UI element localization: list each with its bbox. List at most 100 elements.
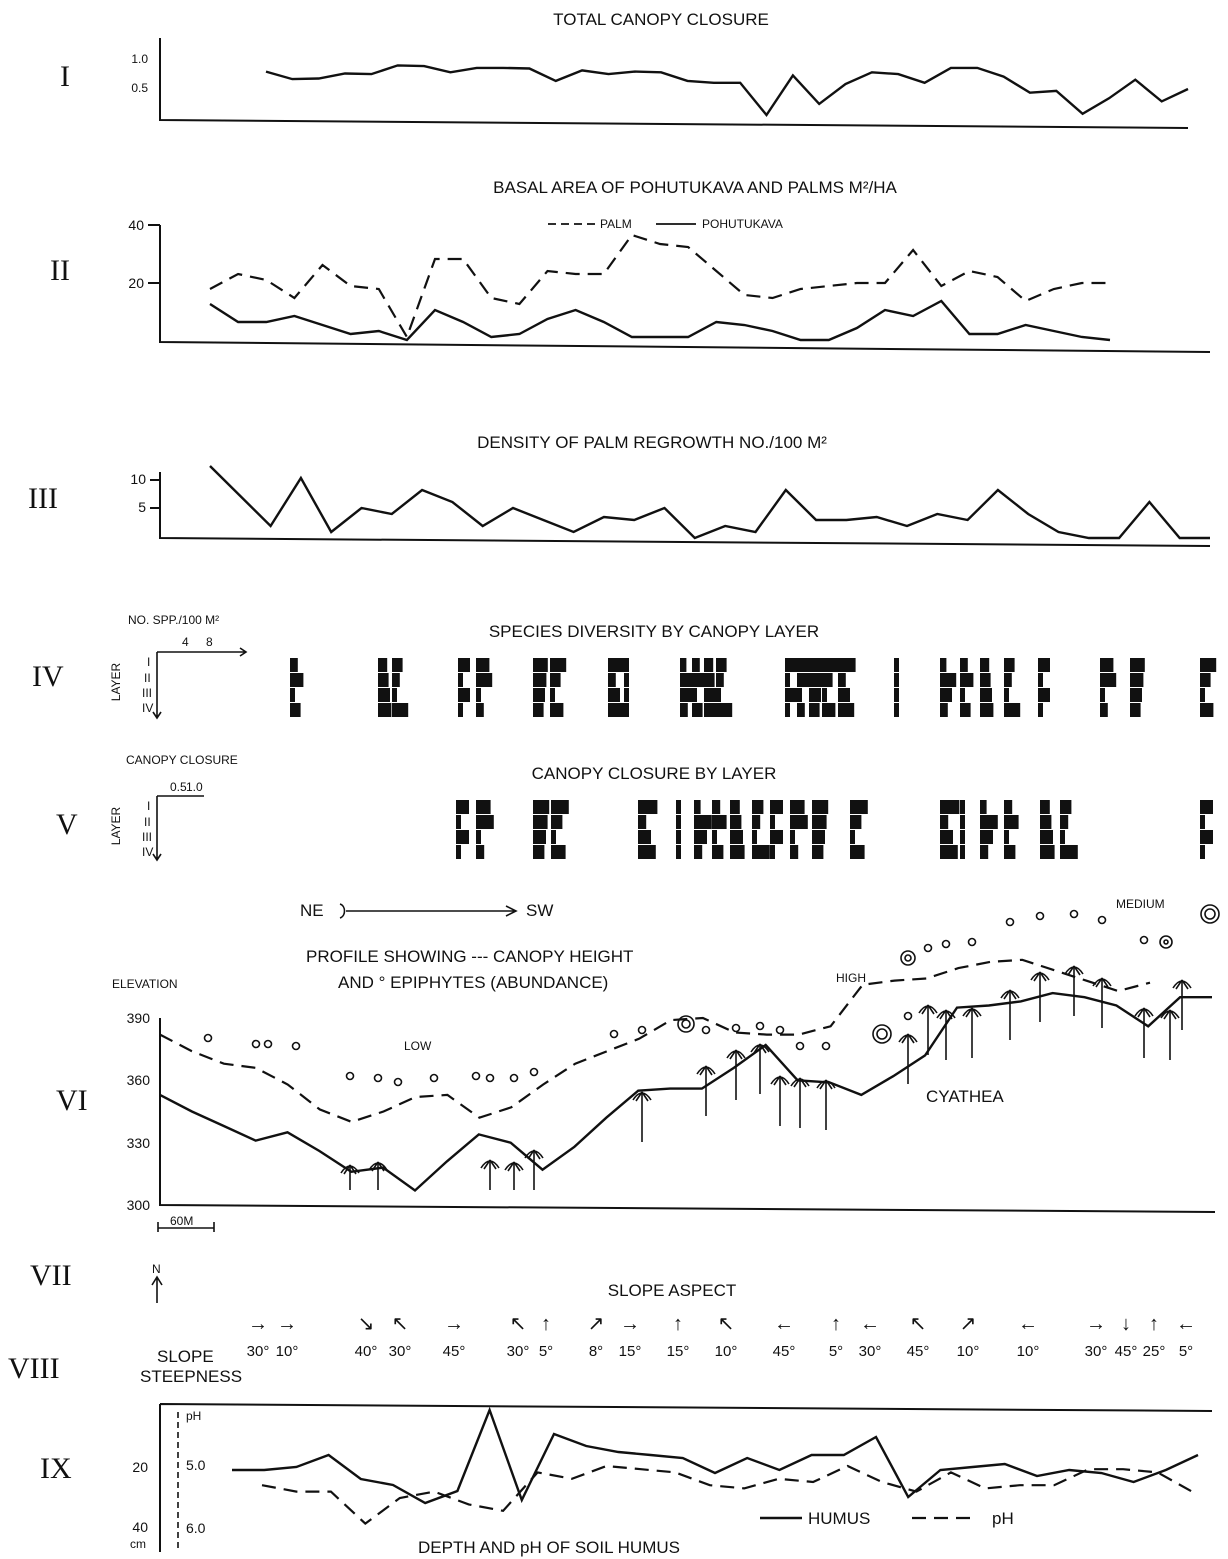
legend-ph-label: pH [992,1509,1014,1528]
profile-title-line2: AND ° EPIPHYTES (ABUNDANCE) [338,973,608,992]
diversity-glyph [838,703,855,717]
profile-title-line1: PROFILE SHOWING --- CANOPY HEIGHT [306,947,633,966]
closure-glyph [638,815,647,829]
elevation-tick: 330 [127,1135,151,1151]
closure-glyph [752,830,757,844]
diversity-glyph [809,658,824,672]
diversity-glyph [785,658,797,672]
epiphyte-marker [509,1073,519,1083]
panel-ii-ytick: 20 [128,275,144,291]
diversity-glyph [716,673,724,687]
diversity-glyph [716,658,727,672]
epiphyte-marker [291,1041,301,1051]
slope-steepness-value: 45° [773,1343,796,1360]
diversity-glyph [533,673,547,687]
diversity-glyph [608,658,626,672]
diversity-glyph [1100,673,1117,687]
ph-tick: 5.0 [186,1457,206,1473]
diversity-glyph [838,658,856,672]
profile-axis [159,1018,1216,1213]
closure-glyph [730,800,740,814]
diversity-glyph [940,658,947,672]
diversity-glyph [980,703,994,717]
diversity-glyph [392,703,409,717]
palm-symbol [1000,989,1020,1000]
diversity-glyph [704,688,716,702]
direction-from: NE [300,901,324,920]
closure-glyph [476,845,485,859]
epiphyte-marker [203,1033,213,1043]
panel-numeral-i: I [60,60,70,93]
panel-numeral-vii: VII [30,1259,72,1292]
diversity-glyph [290,658,298,672]
diversity-glyph [838,673,846,687]
diversity-glyph [960,688,965,702]
diversity-glyph [624,658,629,672]
epiphyte-marker [263,1039,273,1049]
panel-ix: IX 20 40 cm pH 5.0 6.0 HUMUS pH DEPTH AN… [40,1403,1213,1557]
palm-symbol [918,1004,938,1015]
panel-numeral-vi: VI [56,1084,88,1117]
diversity-glyph [704,673,715,687]
diversity-glyph [822,673,833,687]
panel-iv-layer-label: LAYER [109,662,123,701]
closure-glyph [638,830,651,844]
slope-aspect-title: SLOPE ASPECT [608,1281,737,1300]
epiphyte-marker [821,1041,831,1051]
diversity-glyph [608,703,625,717]
depth-tick: 40 [132,1519,148,1535]
panel-iv: IV NO. SPP./100 M² SPECIES DIVERSITY BY … [32,613,1217,720]
slope-steepness-value: 45° [907,1343,930,1360]
diversity-glyph [1130,703,1141,717]
closure-glyph [476,830,481,844]
closure-glyph [456,800,469,814]
diversity-glyph [680,658,687,672]
panel-iii-plot [209,465,1210,540]
panel-v-unit: CANOPY CLOSURE [126,753,238,767]
epiphyte-marker [872,1024,892,1044]
slope-aspect-arrow: → [444,1313,464,1335]
palm-symbol [632,1091,652,1102]
diversity-glyph [822,703,836,717]
closure-glyph [712,845,724,859]
ph-tick: 6.0 [186,1520,206,1536]
palm-symbol [790,1077,810,1088]
diversity-glyph [894,658,899,672]
panel-iv-scale-tick: 8 [206,635,213,649]
diversity-glyph [1200,658,1217,672]
closure-glyph [533,800,550,814]
panel-iv-scale-tick: 4 [182,635,189,649]
slope-aspect-arrow: → [248,1313,268,1335]
panel-i-ytick: 1.0 [131,52,148,66]
panel-v-layer-label: LAYER [109,806,123,845]
epiphyte-marker [345,1071,355,1081]
closure-glyph [712,815,727,829]
closure-glyph [676,845,681,859]
label-low: LOW [404,1039,432,1053]
slope-steepness-value: 15° [619,1343,642,1360]
slope-steepness-value: 30° [247,1343,270,1360]
closure-glyph [960,845,965,859]
closure-glyph [1004,845,1016,859]
palm-symbol [816,1079,836,1090]
slope-steepness-value: 45° [443,1343,466,1360]
palm-symbol [524,1149,544,1160]
palm-symbol [1092,977,1112,988]
closure-glyph [456,830,469,844]
panel-ix-title: DEPTH AND pH OF SOIL HUMUS [418,1538,680,1557]
diversity-glyph [822,658,839,672]
depth-tick: 20 [132,1459,148,1475]
legend-humus-label: HUMUS [808,1509,870,1528]
palm-symbol [1160,1009,1180,1020]
diversity-glyph [960,658,968,672]
diversity-glyph [1038,703,1043,717]
epiphyte-marker [529,1067,539,1077]
diversity-glyph [458,673,463,687]
epiphyte-marker [904,954,912,962]
diversity-glyph [704,703,718,717]
closure-glyph [551,800,569,814]
slope-aspect-arrow: ↖ [510,1313,527,1335]
panel-i-title: TOTAL CANOPY CLOSURE [553,10,769,29]
legend-pohutukava-label: POHUTUKAVA [702,217,783,231]
